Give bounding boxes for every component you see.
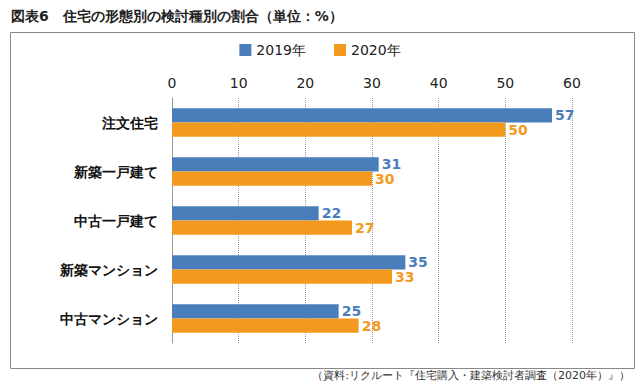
svg-text:0: 0 (168, 75, 177, 91)
svg-text:2020年: 2020年 (351, 42, 401, 58)
svg-text:25: 25 (342, 303, 361, 319)
svg-text:22: 22 (322, 205, 341, 221)
svg-text:2019年: 2019年 (256, 42, 306, 58)
svg-text:50: 50 (508, 122, 528, 138)
svg-text:中古一戸建て: 中古一戸建て (74, 213, 158, 229)
svg-text:57: 57 (555, 107, 574, 123)
svg-text:40: 40 (430, 75, 448, 91)
svg-text:注文住宅: 注文住宅 (101, 115, 158, 131)
svg-text:35: 35 (408, 254, 428, 271)
svg-text:33: 33 (395, 269, 414, 285)
svg-text:新築一戸建て: 新築一戸建て (73, 164, 158, 180)
svg-text:27: 27 (355, 220, 374, 236)
svg-text:31: 31 (381, 156, 402, 173)
svg-text:30: 30 (375, 171, 395, 187)
svg-text:30: 30 (363, 75, 381, 91)
svg-text:10: 10 (230, 75, 248, 91)
svg-text:中古マンション: 中古マンション (60, 311, 158, 327)
svg-text:50: 50 (496, 75, 514, 91)
svg-text:20: 20 (296, 75, 314, 91)
svg-text:28: 28 (362, 318, 381, 334)
svg-text:新築マンション: 新築マンション (59, 262, 158, 278)
svg-text:60: 60 (563, 75, 581, 91)
svg-text:図表6 住宅の形態別の検討種別の割合（単位：%）: 図表6 住宅の形態別の検討種別の割合（単位：%） (11, 8, 343, 24)
svg-text:（資料:リクルート『住宅購入・建築検討者調査（2020年）』: （資料:リクルート『住宅購入・建築検討者調査（2020年）』） (312, 369, 630, 382)
